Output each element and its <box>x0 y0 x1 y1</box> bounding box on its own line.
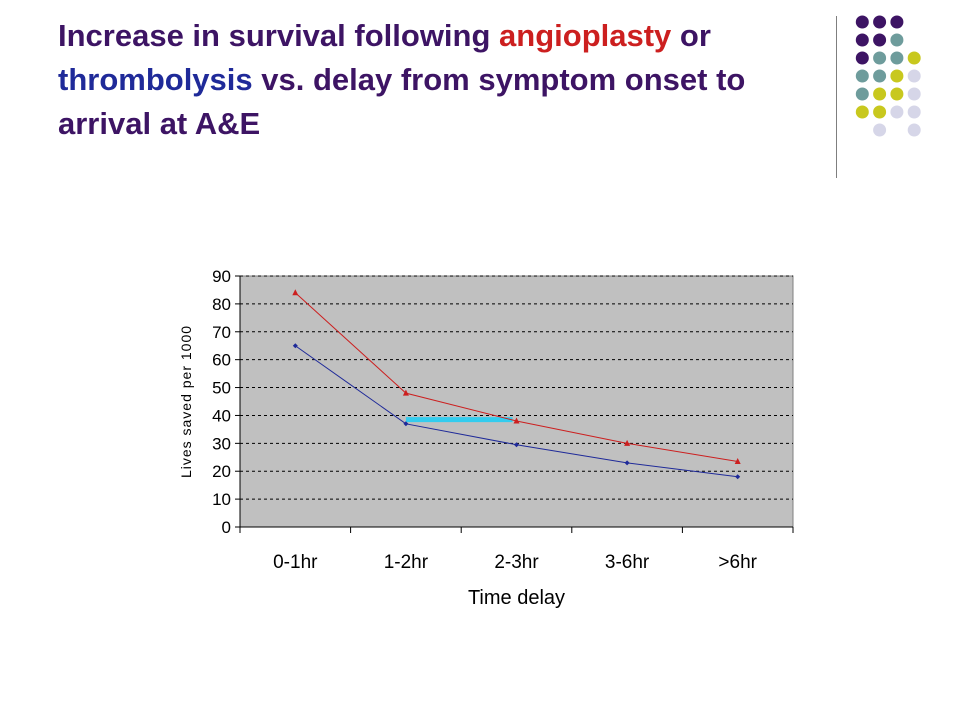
data-point <box>624 460 630 466</box>
decorative-dot <box>855 51 869 65</box>
data-point <box>735 474 741 480</box>
decorative-dot <box>890 51 904 65</box>
y-tick-label: 20 <box>212 462 231 481</box>
y-tick-label: 50 <box>212 379 231 398</box>
y-tick-label: 60 <box>212 351 231 370</box>
plot-area <box>239 275 794 528</box>
decorative-dot <box>907 69 921 83</box>
decorative-dot <box>890 33 904 47</box>
x-tick-label: 0-1hr <box>273 552 318 573</box>
decorative-dot <box>873 69 887 83</box>
data-point <box>403 421 409 427</box>
decorative-dot <box>873 33 887 47</box>
title-text-1: Increase in survival following <box>58 18 500 53</box>
decorative-dot <box>855 33 869 47</box>
decorative-dot <box>873 123 887 137</box>
decorative-dot <box>890 87 904 101</box>
decorative-divider <box>836 16 837 178</box>
y-axis-ticks: 0 10 20 30 40 50 60 70 80 90 <box>212 267 240 537</box>
x-tick-label: 1-2hr <box>384 552 429 573</box>
title-angioplasty: angioplasty <box>499 18 672 53</box>
y-axis-label: Lives saved per 1000 <box>178 325 194 478</box>
decorative-dot <box>907 87 921 101</box>
title-thrombolysis: thrombolysis <box>58 62 253 97</box>
x-axis-ticks: 0-1hr 1-2hr 2-3hr 3-6hr >6hr <box>239 527 794 573</box>
decorative-dot <box>855 69 869 83</box>
data-point <box>402 389 409 396</box>
x-axis-label: Time delay <box>468 587 565 609</box>
axes <box>239 276 793 528</box>
decorative-dot <box>873 87 887 101</box>
x-tick-label: 2-3hr <box>494 552 539 573</box>
decorative-dot <box>890 69 904 83</box>
y-tick-label: 90 <box>212 267 231 286</box>
data-point <box>513 417 520 424</box>
y-tick-label: 30 <box>212 434 231 453</box>
data-point <box>292 343 298 349</box>
decorative-dot <box>855 105 869 119</box>
title-text-3: vs. delay from symptom onset to arrival … <box>58 62 746 141</box>
y-tick-label: 70 <box>212 323 231 342</box>
decorative-dot <box>907 105 921 119</box>
data-point <box>624 439 631 446</box>
x-tick-label: >6hr <box>718 552 757 573</box>
data-point <box>734 457 741 464</box>
decorative-dot <box>907 123 921 137</box>
title-text-2: or <box>671 18 711 53</box>
decorative-dot <box>873 15 887 29</box>
y-tick-label: 40 <box>212 406 231 425</box>
decorative-dot <box>873 105 887 119</box>
data-point <box>514 442 519 448</box>
data-point <box>292 289 299 296</box>
decorative-dot <box>855 87 869 101</box>
y-tick-label: 10 <box>212 490 231 509</box>
decorative-dot <box>855 15 869 29</box>
decorative-dot <box>873 51 887 65</box>
decorative-dot <box>890 105 904 119</box>
x-tick-label: 3-6hr <box>605 552 650 573</box>
decorative-dot <box>907 51 921 65</box>
y-tick-label: 0 <box>222 518 231 537</box>
slide-title: Increase in survival following angioplas… <box>58 14 818 146</box>
decorative-dot <box>890 15 904 29</box>
series-group <box>292 289 741 480</box>
y-tick-label: 80 <box>212 295 231 314</box>
